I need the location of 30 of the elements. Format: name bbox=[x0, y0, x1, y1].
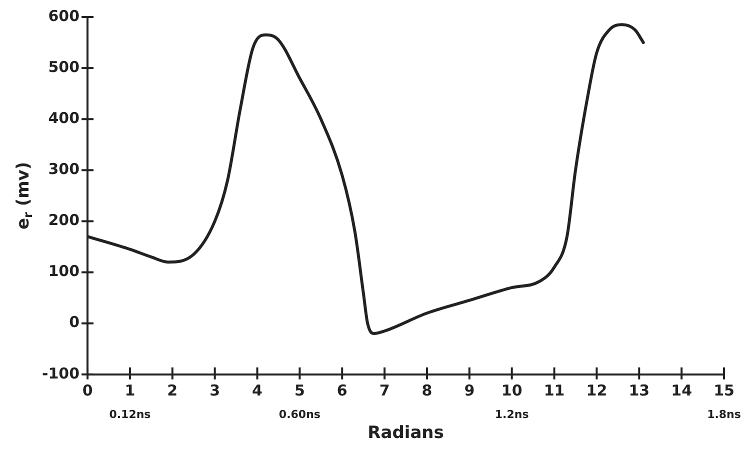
x-tick-label: 2 bbox=[167, 381, 178, 400]
y-tick-label: -100 bbox=[42, 364, 80, 382]
x-tick-label: 1 bbox=[124, 381, 136, 400]
y-tick-label: 300 bbox=[48, 160, 80, 178]
x-tick-label: 7 bbox=[379, 381, 390, 400]
y-tick-label: 200 bbox=[48, 211, 80, 230]
x-tick-label: 13 bbox=[628, 381, 650, 400]
x-tick-label: 14 bbox=[671, 381, 692, 400]
x2-tick-label: 0.60ns bbox=[278, 408, 321, 421]
x-tick-label: 12 bbox=[586, 381, 608, 400]
y-tick-label: 500 bbox=[48, 58, 80, 76]
x-axis-title: Radians bbox=[368, 423, 444, 444]
y-tick-label: 100 bbox=[48, 262, 80, 280]
x-tick-label: 11 bbox=[544, 381, 565, 400]
x-tick-label: 0 bbox=[82, 381, 93, 400]
x-tick-label: 3 bbox=[210, 381, 220, 400]
y-tick-label: 400 bbox=[48, 109, 80, 128]
x2-tick-label: 1.8ns bbox=[707, 408, 742, 421]
x-tick-label: 15 bbox=[714, 381, 734, 400]
y-axis-title: er (mv) bbox=[13, 162, 36, 230]
x2-tick-label: 1.2ns bbox=[494, 408, 530, 421]
x-tick-label: 10 bbox=[501, 381, 522, 400]
y-tick-label: 0 bbox=[69, 313, 80, 332]
x-tick-label: 4 bbox=[252, 381, 262, 400]
x-tick-label: 9 bbox=[464, 381, 475, 400]
x2-tick-label: 0.12ns bbox=[109, 408, 152, 421]
x-tick-label: 6 bbox=[336, 381, 348, 400]
y-tick-label: 600 bbox=[48, 6, 80, 25]
x-tick-label: 8 bbox=[422, 381, 432, 400]
x-tick-label: 5 bbox=[294, 381, 305, 400]
